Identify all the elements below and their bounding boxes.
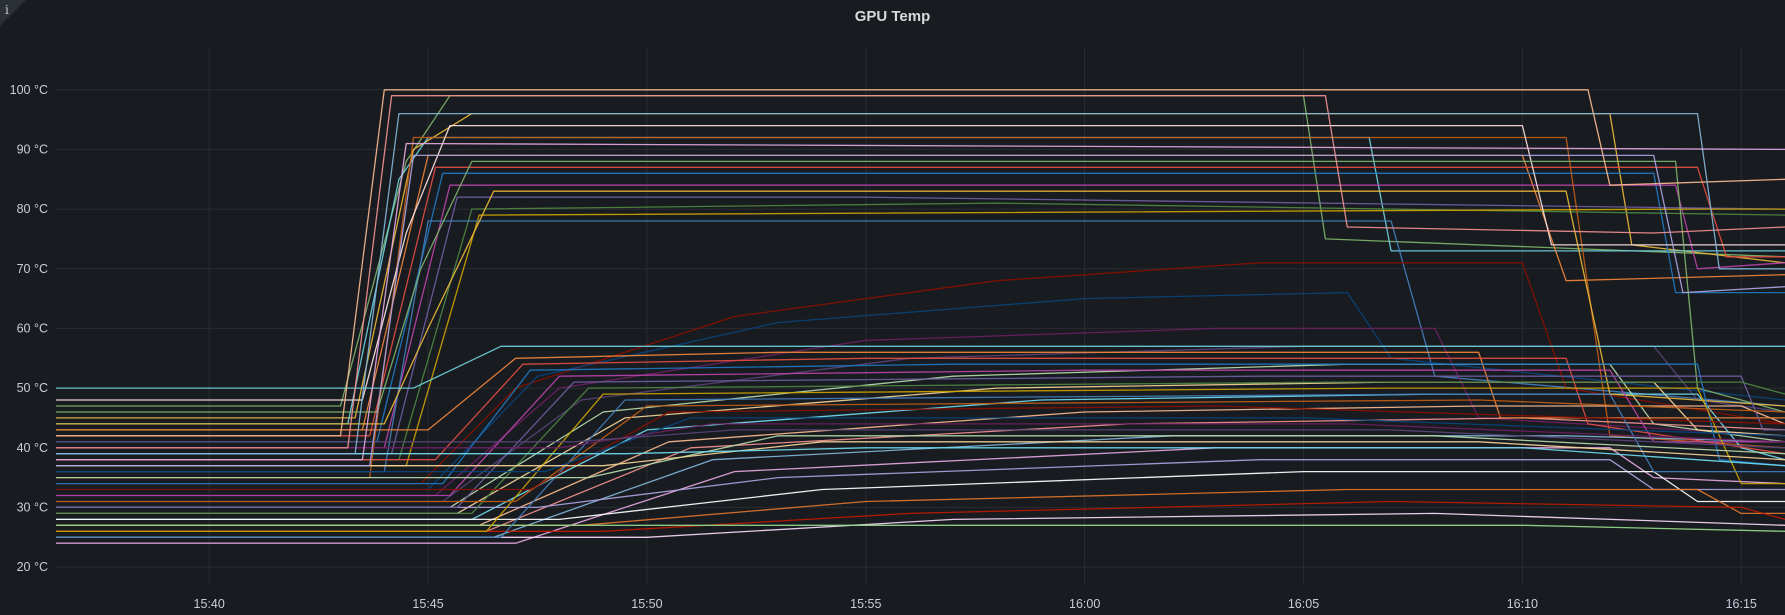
- series-line[interactable]: [56, 345, 1785, 389]
- series-line[interactable]: [56, 500, 1785, 532]
- y-tick-label: 20 °C: [17, 560, 48, 574]
- series-line[interactable]: [56, 417, 1785, 473]
- series-line[interactable]: [56, 381, 1785, 515]
- series-line[interactable]: [56, 154, 1785, 467]
- y-tick-label: 50 °C: [17, 381, 48, 395]
- series-line[interactable]: [56, 393, 1785, 538]
- series-line[interactable]: [56, 405, 1785, 491]
- x-tick-label: 16:10: [1507, 597, 1538, 611]
- y-tick-label: 70 °C: [17, 262, 48, 276]
- series-line[interactable]: [56, 429, 1785, 449]
- series-line[interactable]: [56, 291, 1785, 491]
- x-tick-label: 16:00: [1069, 597, 1100, 611]
- info-icon[interactable]: i: [5, 3, 9, 17]
- series-line[interactable]: [56, 363, 1785, 485]
- series-line[interactable]: [56, 375, 1785, 509]
- x-tick-label: 15:40: [194, 597, 225, 611]
- x-tick-label: 15:55: [850, 597, 881, 611]
- series-line[interactable]: [56, 208, 1785, 467]
- series-line[interactable]: [56, 89, 1785, 437]
- y-tick-label: 80 °C: [17, 202, 48, 216]
- series-line[interactable]: [56, 441, 1785, 467]
- series-line[interactable]: [56, 447, 1785, 467]
- series-line[interactable]: [56, 381, 1785, 515]
- series-line[interactable]: [56, 399, 1785, 503]
- series-line[interactable]: [56, 262, 1785, 485]
- series-line[interactable]: [56, 190, 1785, 425]
- panel-info-corner[interactable]: [0, 0, 26, 26]
- y-tick-label: 40 °C: [17, 441, 48, 455]
- series-line[interactable]: [56, 470, 1785, 521]
- x-tick-label: 16:05: [1288, 597, 1319, 611]
- x-tick-label: 16:15: [1726, 597, 1757, 611]
- y-tick-label: 100 °C: [10, 83, 48, 97]
- y-tick-label: 90 °C: [17, 142, 48, 156]
- series-line[interactable]: [56, 435, 1785, 538]
- series-line[interactable]: [56, 393, 1785, 521]
- panel-title[interactable]: GPU Temp: [854, 8, 931, 25]
- series-line[interactable]: [56, 351, 1785, 431]
- series-line[interactable]: [56, 435, 1785, 479]
- series-line[interactable]: [56, 160, 1785, 413]
- series-line[interactable]: [56, 142, 1785, 461]
- series-line[interactable]: [56, 95, 1785, 449]
- x-tick-label: 15:45: [412, 597, 443, 611]
- series-line[interactable]: [56, 136, 1785, 425]
- series-group: [56, 89, 1785, 544]
- y-tick-label: 60 °C: [17, 321, 48, 335]
- series-line[interactable]: [56, 417, 1785, 532]
- series-line[interactable]: [56, 423, 1785, 449]
- series-line[interactable]: [56, 166, 1785, 437]
- series-line[interactable]: [56, 387, 1785, 532]
- x-tick-label: 15:50: [631, 597, 662, 611]
- series-line[interactable]: [56, 524, 1785, 532]
- y-tick-label: 30 °C: [17, 500, 48, 514]
- series-line[interactable]: [56, 369, 1785, 497]
- series-line[interactable]: [56, 357, 1785, 461]
- series-line[interactable]: [56, 112, 1785, 455]
- series-line[interactable]: [56, 184, 1785, 449]
